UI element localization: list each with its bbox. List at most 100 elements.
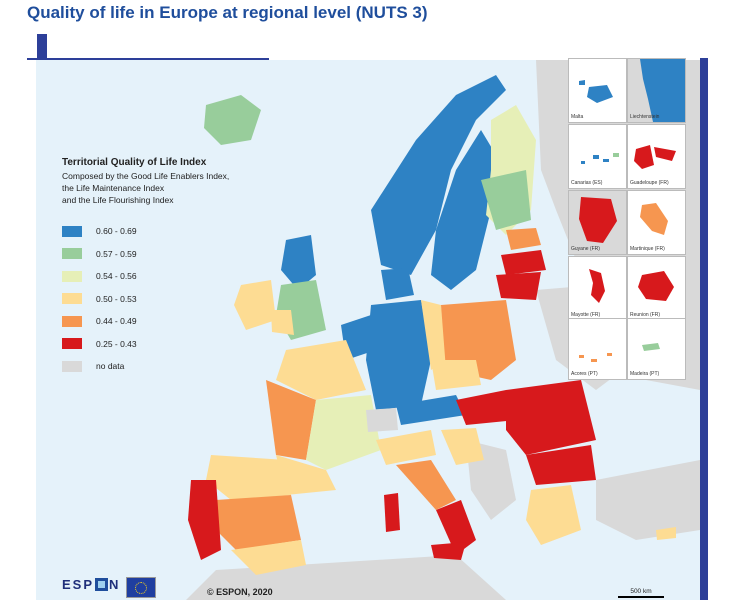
inset-label: Mayotte (FR): [571, 312, 601, 318]
legend-title: Territorial Quality of Life Index: [62, 157, 207, 168]
legend-item: 0.60 - 0.69: [62, 220, 262, 243]
legend-item-label: 0.25 - 0.43: [96, 338, 137, 349]
eu-flag-icon: [126, 577, 156, 598]
region-spain-south: [231, 540, 306, 575]
region-croatia: [441, 428, 484, 465]
inset-map: [640, 203, 668, 235]
region-sicily: [431, 542, 466, 560]
region-latvia: [501, 250, 546, 275]
legend-item: 0.50 - 0.53: [62, 288, 262, 311]
legend-subtitle-line: Composed by the Good Life Enablers Index…: [62, 171, 230, 181]
region-ireland: [234, 280, 276, 330]
region-czechia: [431, 360, 481, 390]
legend-items: 0.60 - 0.69 0.57 - 0.59 0.54 - 0.56 0.50…: [62, 220, 262, 378]
inset-canarias[interactable]: Canarias (ES): [568, 124, 627, 189]
region-denmark: [381, 268, 414, 300]
legend-item-label: 0.57 - 0.59: [96, 248, 137, 259]
page-title: Quality of life in Europe at regional le…: [27, 3, 428, 22]
inset-martinique[interactable]: Martinique (FR): [627, 190, 686, 255]
legend-swatch: [62, 315, 82, 327]
inset-label: Madeira (PT): [630, 371, 660, 377]
legend-item: 0.57 - 0.59: [62, 243, 262, 266]
inset-acores[interactable]: Acores (PT): [568, 318, 627, 380]
inset-map: [634, 145, 676, 169]
legend-swatch: [62, 360, 82, 372]
legend-item-label: 0.44 - 0.49: [96, 316, 137, 327]
region-lithuania: [496, 272, 541, 300]
region-portugal: [188, 480, 221, 560]
legend: Territorial Quality of Life Index Compos…: [62, 157, 262, 378]
inset-label: Guyane (FR): [571, 246, 600, 252]
copyright: © ESPON, 2020: [207, 587, 273, 597]
region-scotland: [281, 235, 316, 290]
region-romania: [506, 380, 596, 455]
region-germany: [366, 300, 431, 410]
inset-liechtenstein[interactable]: Liechtenstein: [627, 58, 686, 123]
legend-item: 0.54 - 0.56: [62, 265, 262, 288]
inset-map: [581, 153, 619, 164]
legend-item: 0.25 - 0.43: [62, 333, 262, 356]
region-norway: [371, 75, 506, 275]
inset-label: Reunion (FR): [630, 312, 661, 318]
inset-map: [642, 343, 660, 351]
region-cyprus: [656, 527, 676, 540]
inset-mayotte[interactable]: Mayotte (FR): [568, 256, 627, 321]
legend-subtitle-line: and the Life Flourishing Index: [62, 195, 174, 205]
inset-label: Martinique (FR): [630, 246, 665, 252]
inset-madeira[interactable]: Madeira (PT): [627, 318, 686, 380]
region-iceland: [204, 95, 261, 145]
region-bulgaria: [526, 445, 596, 485]
legend-swatch: [62, 225, 82, 237]
inset-reunion[interactable]: Reunion (FR): [627, 256, 686, 321]
region-italy-north: [376, 430, 436, 465]
legend-swatch: [62, 338, 82, 350]
legend-item: no data: [62, 355, 262, 378]
legend-subtitle: Composed by the Good Life Enablers Index…: [62, 170, 262, 206]
region-italy-center: [396, 460, 456, 510]
legend-swatch: [62, 293, 82, 305]
inset-map: [640, 59, 685, 122]
logo-o-icon: [95, 578, 109, 591]
inset-label: Canarias (ES): [571, 180, 603, 186]
region-france-south: [276, 455, 336, 495]
logo-text: ESP: [62, 577, 95, 592]
region-switzerland: [366, 408, 398, 432]
scale-bar: 500 km: [618, 588, 664, 599]
espon-logo: ESP N: [62, 577, 120, 592]
region-italy-south: [436, 500, 476, 555]
accent-bar-right: [700, 58, 708, 600]
inset-label: Malta: [571, 114, 584, 120]
legend-item: 0.44 - 0.49: [62, 310, 262, 333]
legend-swatch: [62, 270, 82, 282]
inset-label: Acores (PT): [571, 371, 598, 377]
scale-label: 500 km: [630, 588, 652, 595]
logo-text: N: [109, 577, 121, 592]
region-france-west: [266, 380, 316, 460]
legend-item-label: no data: [96, 361, 125, 372]
region-austria: [396, 395, 466, 425]
inset-map: [579, 80, 613, 103]
legend-swatch: [62, 248, 82, 260]
legend-item-label: 0.60 - 0.69: [96, 226, 137, 237]
legend-item-label: 0.54 - 0.56: [96, 271, 137, 282]
legend-subtitle-line: the Life Maintenance Index: [62, 183, 165, 193]
land-north-africa: [186, 555, 506, 600]
region-france-north: [276, 340, 366, 400]
region-spain-north: [206, 455, 291, 500]
region-sardinia: [384, 493, 400, 532]
region-france-east: [306, 395, 381, 470]
inset-guadeloupe[interactable]: Guadeloupe (FR): [627, 124, 686, 189]
region-finland-south: [481, 170, 531, 230]
inset-map: [579, 353, 612, 362]
inset-label: Liechtenstein: [630, 114, 660, 120]
inset-guyane[interactable]: Guyane (FR): [568, 190, 627, 255]
region-spain-center: [216, 495, 301, 550]
title-rule: [27, 58, 269, 60]
land-turkey: [596, 460, 700, 540]
region-estonia: [506, 228, 541, 250]
inset-malta[interactable]: Malta: [568, 58, 627, 123]
legend-item-label: 0.50 - 0.53: [96, 293, 137, 304]
scale-line: [618, 596, 664, 598]
inset-map: [589, 269, 605, 303]
region-hungary: [456, 390, 516, 425]
